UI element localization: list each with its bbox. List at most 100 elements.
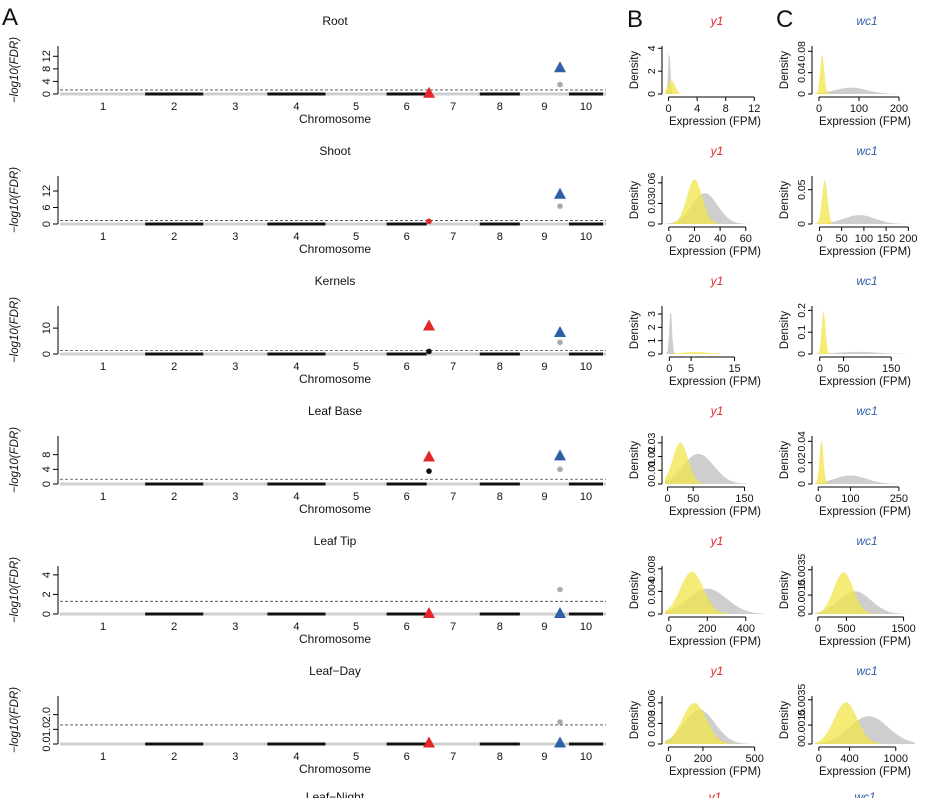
data-point-dot <box>426 348 432 355</box>
x-tick-label: 0 <box>815 623 821 635</box>
y-axis-label: −log10(FDR) <box>9 37 21 103</box>
y-tick-label: 0 <box>796 741 808 747</box>
gene-title: wc1 <box>856 664 877 678</box>
x-tick-label: 50 <box>836 233 848 245</box>
data-point-dot <box>557 203 563 209</box>
density-background <box>815 475 915 484</box>
x-tick-label: 0 <box>816 103 822 115</box>
chromosome-tick-label: 6 <box>404 361 410 373</box>
y-axis-label: Density <box>779 701 791 740</box>
y-tick-label: 0 <box>41 91 53 97</box>
x-axis-label: Expression (FPM) <box>819 636 911 648</box>
x-tick-label: 40 <box>714 233 726 245</box>
density-highlight <box>665 179 765 224</box>
x-axis-label: Expression (FPM) <box>819 766 911 778</box>
y-tick-label: 8 <box>41 452 53 458</box>
chromosome-tick-label: 8 <box>497 491 503 503</box>
panel-title: Kernels <box>315 274 356 288</box>
data-point-dot <box>557 719 563 725</box>
data-point-triangle <box>554 449 566 461</box>
density-highlight <box>665 442 765 484</box>
gene-title: y1 <box>710 664 724 678</box>
chromosome-tick-label: 8 <box>497 751 503 763</box>
x-tick-label: 15 <box>728 363 740 375</box>
chromosome-tick-label: 1 <box>100 491 106 503</box>
cutoff-title-c: wc1 <box>854 790 875 798</box>
chromosome-tick-label: 9 <box>541 101 547 113</box>
y-tick-label: 0 <box>41 351 53 357</box>
data-point-triangle <box>423 607 435 619</box>
chromosome-tick-label: 10 <box>580 621 592 633</box>
y-axis-label: Density <box>629 571 641 610</box>
x-axis-label: Chromosome <box>299 372 371 386</box>
x-tick-label: 20 <box>688 233 700 245</box>
panel-title: Leaf Base <box>308 404 362 418</box>
density-background <box>815 87 915 94</box>
chromosome-tick-label: 6 <box>404 491 410 503</box>
chromosome-tick-label: 6 <box>404 751 410 763</box>
chromosome-tick-label: 4 <box>293 101 299 113</box>
y-tick-label: 1 <box>646 338 658 344</box>
y-tick-label: 0.1 <box>796 325 808 340</box>
y-axis-label: Density <box>629 441 641 480</box>
x-tick-label: 200 <box>899 233 917 245</box>
x-tick-label: 200 <box>890 103 908 115</box>
y-tick-label: 0 <box>646 611 658 617</box>
density-highlight <box>815 702 915 744</box>
y-tick-label: 0.0 <box>41 736 53 751</box>
y-tick-label: 0 <box>796 611 808 617</box>
chromosome-tick-label: 5 <box>353 101 359 113</box>
y-tick-label: 0.008 <box>646 556 658 582</box>
x-axis-label: Expression (FPM) <box>669 246 761 258</box>
y-axis-label: Density <box>779 51 791 90</box>
chromosome-tick-label: 4 <box>293 361 299 373</box>
data-point-triangle <box>554 736 566 748</box>
y-tick-label: 4 <box>41 466 53 472</box>
y-tick-label: 0.0035 <box>796 684 808 716</box>
density-highlight <box>665 571 765 614</box>
chromosome-tick-label: 9 <box>541 231 547 243</box>
chromosome-tick-label: 2 <box>171 101 177 113</box>
gene-title: y1 <box>710 14 724 28</box>
density-highlight <box>665 80 765 94</box>
density-highlight <box>815 54 915 94</box>
manhattan-panel: Leaf−Day 0.01.02.0 −log10(FDR) 1 2 3 4 5 6 7 8 9 10 C… <box>9 664 606 776</box>
data-point-triangle <box>554 187 566 199</box>
y-tick-label: 8 <box>41 66 53 72</box>
chromosome-tick-label: 6 <box>404 231 410 243</box>
x-tick-label: 0 <box>666 233 672 245</box>
y-tick-label: 0.05 <box>796 179 808 200</box>
y-tick-label: 0 <box>41 481 53 487</box>
chromosome-tick-label: 5 <box>353 361 359 373</box>
y-tick-label: 2 <box>646 324 658 330</box>
x-tick-label: 0 <box>815 493 821 505</box>
y-tick-label: 2 <box>41 591 53 597</box>
data-point-triangle <box>423 86 435 98</box>
density-highlight <box>815 179 915 224</box>
x-axis-label: Expression (FPM) <box>819 116 911 128</box>
x-axis-label: Expression (FPM) <box>669 506 761 518</box>
y-axis-label: −log10(FDR) <box>9 167 21 233</box>
chromosome-tick-label: 3 <box>232 751 238 763</box>
y-tick-label: 0.08 <box>796 41 808 62</box>
y-tick-label: 0.03 <box>646 432 658 453</box>
density-background <box>815 351 915 354</box>
x-tick-label: 0 <box>666 623 672 635</box>
x-axis-label: Chromosome <box>299 632 371 646</box>
chromosome-tick-label: 2 <box>171 361 177 373</box>
panel-label-c: C <box>776 6 794 33</box>
y-tick-label: 0.01 <box>646 460 658 481</box>
density-highlight <box>665 352 765 354</box>
y-tick-label: 12 <box>41 50 53 62</box>
x-tick-label: 1500 <box>891 623 915 635</box>
data-point-triangle <box>423 736 435 748</box>
y-tick-label: 0 <box>646 351 658 357</box>
y-tick-label: 0.006 <box>646 690 658 716</box>
manhattan-panel: Leaf Base 0 4 8 −log10(FDR) 1 2 3 4 5 6 7 8 9 10 Chromo… <box>9 404 606 516</box>
chromosome-tick-label: 1 <box>100 751 106 763</box>
